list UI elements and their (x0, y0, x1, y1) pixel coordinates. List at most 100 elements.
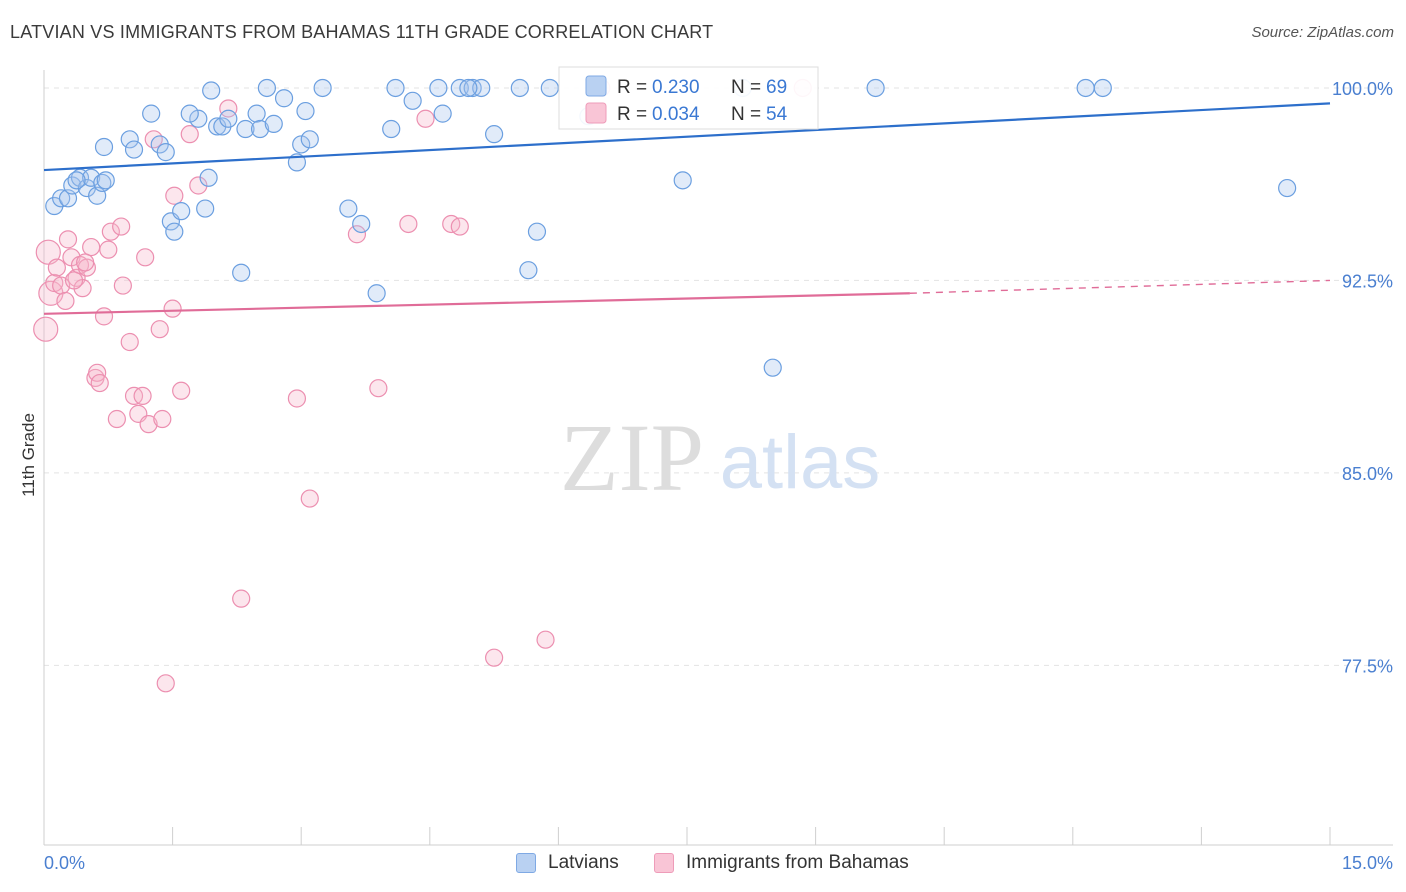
legend-swatch-latvians (585, 75, 607, 97)
bahamas-point-37 (189, 176, 208, 195)
chart-title: LATVIAN VS IMMIGRANTS FROM BAHAMAS 11TH … (10, 22, 714, 42)
latvians-point-64 (67, 171, 86, 190)
trend-line-bahamas-extension (909, 279, 1331, 294)
bahamas-point-48 (485, 648, 504, 667)
y-tick-label-3: 77.5% (1342, 656, 1393, 676)
trend-line-bahamas (43, 292, 910, 315)
latvians-point-40 (352, 214, 371, 234)
latvians-point-8 (93, 173, 112, 193)
bahamas-point-35 (172, 381, 191, 400)
bahamas-point-27 (136, 248, 155, 267)
latvians-point-53 (527, 222, 547, 241)
latvians-point-1 (52, 189, 71, 208)
bahamas-point-38 (219, 99, 238, 118)
bahamas-point-31 (153, 409, 172, 429)
latvians-point-46 (433, 104, 452, 123)
latvians-point-62 (1278, 178, 1297, 198)
y-tick-labels: 100.0% 92.5% 85.0% 77.5% (1332, 79, 1393, 676)
bottom-legend-swatch-latvians (516, 853, 536, 873)
legend-r-label-bahamas: R = (617, 104, 647, 125)
bahamas-point-45 (416, 109, 435, 128)
latvians-point-17 (172, 202, 191, 221)
bahamas-point-13 (82, 237, 101, 257)
bahamas-point-21 (112, 217, 131, 236)
latvians-point-35 (292, 135, 311, 154)
latvians-point-18 (165, 222, 184, 241)
latvians-point-29 (247, 104, 266, 123)
bahamas-point-39 (232, 589, 251, 608)
bottom-legend-item-latvians: Latvians (516, 852, 619, 874)
latvians-point-45 (429, 78, 448, 98)
latvians-point-54 (540, 78, 559, 98)
bahamas-point-16 (90, 373, 109, 393)
bahamas-point-34 (165, 186, 184, 205)
latvians-point-9 (96, 171, 115, 190)
latvians-point-51 (510, 78, 529, 98)
latvians-point-41 (367, 284, 386, 303)
bahamas-point-40 (287, 389, 307, 408)
bahamas-point-1 (35, 239, 61, 265)
y-axis-label: 11th Grade (19, 413, 38, 497)
legend-r-value-latvians: 0.230 (652, 77, 700, 98)
legend-n-label-bahamas: N = (731, 104, 761, 125)
latvians-point-50 (485, 125, 504, 144)
gridlines (44, 87, 1393, 666)
bahamas-point-36 (180, 125, 199, 144)
bahamas-point-47 (450, 217, 469, 236)
bahamas-point-26 (133, 386, 152, 406)
latvians-point-26 (219, 109, 238, 128)
latvians-point-28 (236, 119, 255, 139)
bahamas-point-33 (163, 299, 182, 318)
latvians-point-42 (382, 119, 401, 139)
bahamas-point-22 (113, 276, 132, 295)
latvians-point-59 (866, 78, 885, 98)
legend-r-label-latvians: R = (617, 77, 647, 98)
latvians-point-39 (339, 199, 358, 218)
bahamas-point-53 (76, 253, 95, 272)
bahamas-point-42 (347, 225, 367, 244)
latvians-point-60 (1076, 78, 1095, 98)
bahamas-point-28 (139, 415, 158, 434)
watermark-atlas: atlas (720, 420, 881, 505)
bottom-legend-label-bahamas: Immigrants from Bahamas (686, 852, 909, 873)
latvians-point-56 (673, 171, 692, 190)
latvians-point-15 (156, 143, 175, 162)
bahamas-point-4 (47, 258, 66, 277)
bahamas-point-44 (399, 214, 418, 234)
trend-lines (43, 102, 1331, 315)
bahamas-point-32 (156, 674, 175, 693)
latvians-point-19 (189, 109, 208, 128)
latvians-point-0 (45, 196, 64, 216)
series-bahamas-points (33, 78, 812, 693)
latvians-point-43 (386, 78, 405, 98)
watermark: ZIP atlas (560, 404, 880, 511)
latvians-point-10 (94, 137, 114, 157)
latvians-point-11 (120, 130, 139, 149)
latvians-point-37 (300, 130, 319, 149)
bahamas-point-23 (120, 332, 139, 352)
latvians-point-33 (274, 89, 294, 108)
x-tick-label-max: 15.0% (1342, 853, 1393, 873)
latvians-point-20 (180, 104, 199, 123)
bottom-legend-swatch-bahamas (654, 853, 674, 873)
latvians-point-23 (202, 81, 221, 100)
bahamas-point-17 (94, 307, 114, 326)
latvians-point-44 (403, 91, 422, 110)
legend-n-value-bahamas: 54 (766, 104, 788, 125)
bahamas-point-20 (107, 409, 126, 429)
latvians-point-61 (1093, 78, 1112, 98)
bahamas-point-52 (64, 271, 84, 290)
legend-n-value-latvians: 69 (766, 77, 787, 98)
latvians-point-31 (257, 78, 277, 98)
latvians-point-36 (296, 101, 315, 121)
trend-line-latvians (43, 102, 1331, 172)
legend-n-label-latvians: N = (731, 77, 761, 98)
watermark-zip: ZIP (560, 404, 704, 511)
latvians-point-63 (459, 78, 478, 98)
legend-swatch-bahamas (585, 102, 607, 124)
x-tick-label-min: 0.0% (44, 853, 85, 873)
latvians-point-13 (142, 104, 161, 123)
y-tick-label-0: 100.0% (1332, 79, 1393, 99)
bahamas-point-49 (536, 630, 555, 649)
